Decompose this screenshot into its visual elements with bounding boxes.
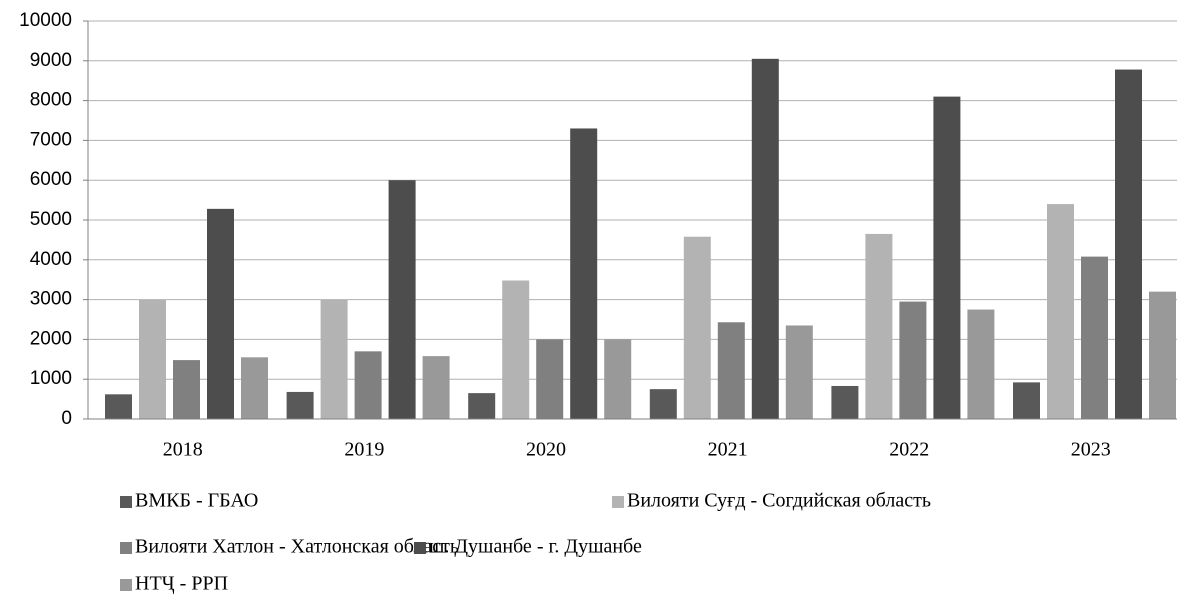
bar	[139, 299, 166, 419]
bar	[173, 360, 200, 419]
y-tick-label: 2000	[30, 328, 72, 349]
x-tick-label: 2019	[344, 439, 384, 461]
bar	[831, 385, 859, 419]
legend-label: ВМКБ - ГБАО	[135, 490, 258, 512]
x-tick-label: 2022	[889, 439, 929, 461]
bar	[717, 322, 745, 419]
y-tick-label: 9000	[30, 50, 72, 71]
bar	[286, 391, 314, 419]
y-tick-label: 10000	[19, 10, 72, 31]
bar	[967, 309, 995, 419]
legend-label: Вилояти Суғд - Согдийская область	[627, 490, 931, 512]
bar	[570, 128, 598, 419]
y-tick-label: 6000	[30, 169, 72, 190]
bar	[785, 325, 813, 419]
legend-swatch	[612, 496, 624, 508]
legend-label: НТҶ - РРП	[135, 573, 228, 595]
x-tick-label: 2021	[708, 439, 748, 461]
bar	[865, 233, 893, 419]
legend-swatch	[120, 579, 132, 591]
y-tick-label: 3000	[30, 289, 72, 310]
legend-swatch	[414, 542, 426, 554]
legend-label: Вилояти Хатлон - Хатлонская область	[135, 536, 459, 558]
bar	[422, 356, 450, 419]
bar	[1115, 69, 1142, 419]
y-tick-label: 0	[61, 408, 72, 429]
legend-label: ш. Душанбе - г. Душанбе	[429, 536, 642, 558]
bar	[320, 299, 348, 419]
bar	[604, 339, 632, 419]
y-tick-label: 5000	[30, 209, 72, 230]
bar	[751, 58, 779, 420]
y-tick-label: 7000	[30, 129, 72, 150]
bar	[241, 357, 268, 419]
bar	[536, 339, 564, 419]
bar	[388, 180, 416, 419]
x-tick-label: 2020	[526, 439, 566, 461]
bar	[649, 389, 677, 419]
bar	[354, 351, 382, 419]
x-tick-label: 2018	[163, 439, 203, 461]
legend-swatch	[120, 496, 132, 508]
bar	[207, 208, 234, 419]
bar	[1047, 204, 1074, 419]
y-tick-label: 4000	[30, 249, 72, 270]
bar	[933, 96, 961, 420]
y-tick-label: 8000	[30, 90, 72, 111]
x-tick-label: 2023	[1071, 439, 1111, 461]
bar	[899, 301, 927, 419]
bar	[683, 236, 711, 419]
y-tick-label: 1000	[30, 368, 72, 389]
bar	[1013, 382, 1040, 419]
bar	[468, 393, 496, 419]
bar	[1081, 256, 1108, 419]
bar	[502, 280, 530, 419]
bar	[105, 394, 132, 419]
legend-swatch	[120, 542, 132, 554]
bar	[1149, 291, 1176, 419]
